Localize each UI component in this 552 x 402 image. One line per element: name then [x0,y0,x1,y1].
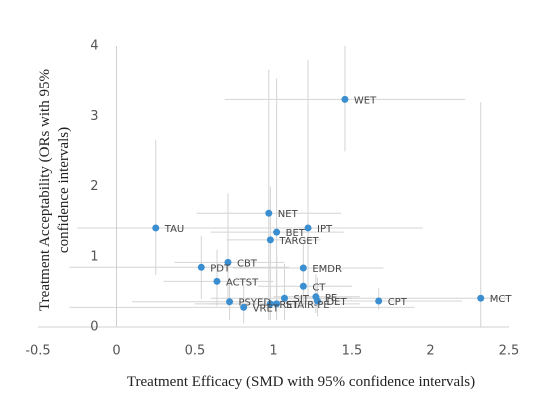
point [273,300,281,308]
point-label: NET [278,209,299,220]
y-tick-label: 1 [90,249,98,264]
point [266,300,274,308]
point [240,303,248,311]
point-label: VRET [253,303,280,314]
x-tick-label: -0.5 [25,344,50,359]
point-label: CBT [237,258,258,269]
point-label: TARGET [278,236,319,247]
x-tick-label: 1 [269,344,277,359]
point [304,224,312,232]
point [299,264,307,272]
point-label: TAU [164,224,185,235]
y-tick-label: 2 [90,179,98,194]
y-axis-title: confidence intervals) [56,127,72,253]
point [213,277,221,285]
point [477,294,485,302]
error-bars [69,46,509,327]
point-label: PSYED [239,298,272,309]
point [280,294,288,302]
point-label: RET [279,300,299,311]
point [152,224,160,232]
point-label: MCT [490,294,513,305]
x-tick-label: 2.5 [499,344,520,359]
point-label: CPT [388,297,408,308]
point [341,95,349,103]
y-axis-title: Treatment Acceptability (ORs with 95% [37,69,53,311]
point [299,282,307,290]
x-axis-title: Treatment Efficacy (SMD with 95% confide… [127,374,475,390]
point-label: ACTST [226,277,259,288]
point-label: EMDR [312,264,342,275]
point [273,228,281,236]
point [375,297,383,305]
point [224,258,232,266]
point-label: STAIR-PE [286,300,330,311]
x-tick-label: 0 [112,344,120,359]
point-label: PE [325,293,337,304]
point-label: CT [312,282,326,293]
point-label: BET [286,228,306,239]
point-label: PDT [210,263,231,274]
point-label: SIT [293,294,309,305]
point [265,209,273,217]
y-tick-label: 3 [90,109,98,124]
point-label: IPT [317,224,333,235]
y-tick-label: 0 [90,320,98,335]
x-tick-label: 1.5 [342,344,363,359]
point [266,236,274,244]
point [313,297,321,305]
point-label: WET [354,95,377,106]
point-label: DET [326,297,347,308]
y-tick-label: 4 [90,39,98,54]
x-tick-label: 2 [426,344,434,359]
point [197,263,205,271]
point [226,298,234,306]
x-tick-label: 0.5 [185,344,206,359]
